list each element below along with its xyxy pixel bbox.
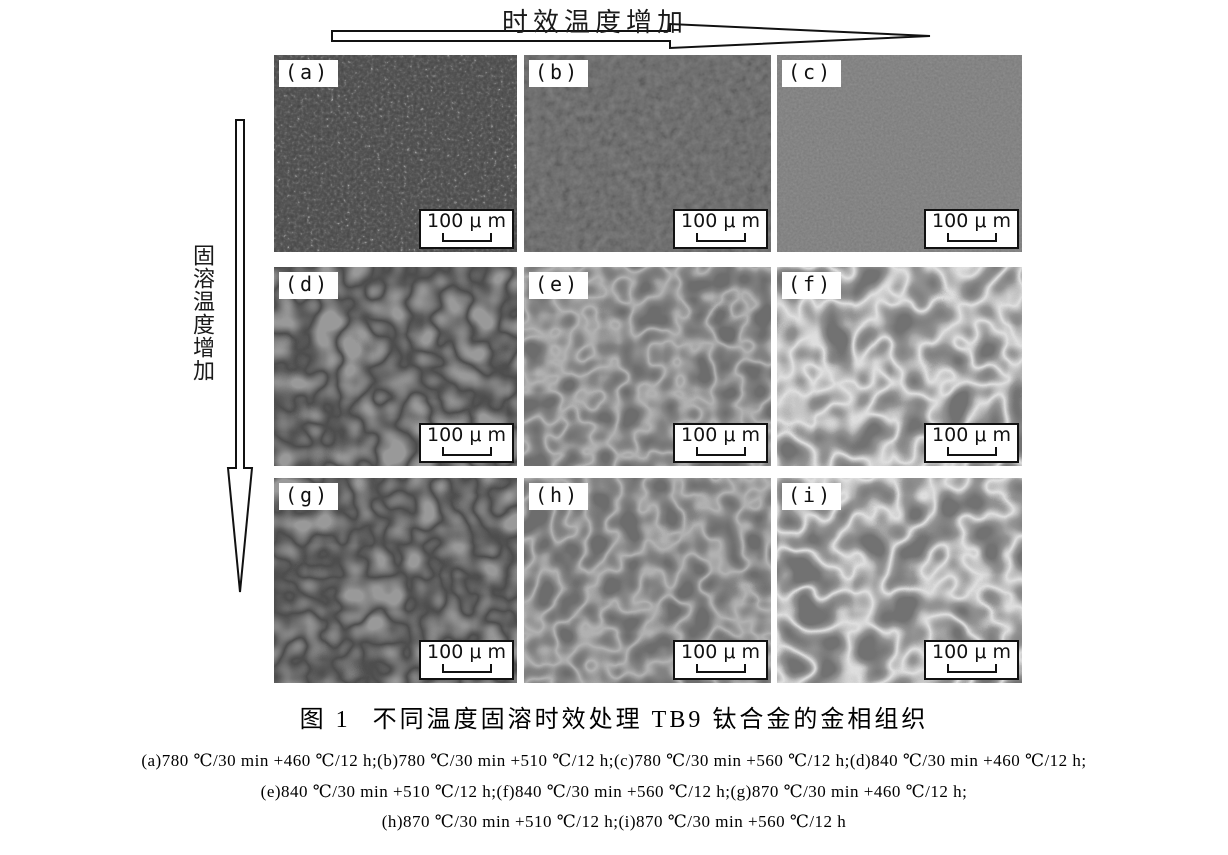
scale-bar-bracket-icon <box>946 447 997 456</box>
scale-bar-label: 100 μ m <box>427 424 506 447</box>
scale-bar: 100 μ m <box>419 209 514 249</box>
scale-bar: 100 μ m <box>673 640 768 680</box>
panel-label: (c) <box>782 60 842 87</box>
scale-bar-bracket-icon <box>441 233 492 242</box>
micrograph-panel-c: (c) 100 μ m <box>777 55 1022 252</box>
condition-line-3: (h)870 ℃/30 min +510 ℃/12 h;(i)870 ℃/30 … <box>381 812 847 831</box>
scale-bar-bracket-icon <box>695 447 746 456</box>
scale-bar-label: 100 μ m <box>427 641 506 664</box>
scale-bar-bracket-icon <box>441 447 492 456</box>
micrograph-panel-g: (g) 100 μ m <box>274 478 517 683</box>
scale-bar-label: 100 μ m <box>932 424 1011 447</box>
figure-number: 图 1 <box>299 707 351 733</box>
condition-line-1: (a)780 ℃/30 min +460 ℃/12 h;(b)780 ℃/30 … <box>141 751 1087 770</box>
panel-label: (e) <box>529 272 589 299</box>
panel-label: (i) <box>782 483 842 510</box>
figure-caption: 图 1 不同温度固溶时效处理 TB9 钛合金的金相组织 <box>0 699 1228 734</box>
micrograph-panel-d: (d) 100 μ m <box>274 267 517 466</box>
micrograph-panel-f: (f) 100 μ m <box>777 267 1022 466</box>
scale-bar-label: 100 μ m <box>932 641 1011 664</box>
scale-bar-bracket-icon <box>946 233 997 242</box>
scale-bar: 100 μ m <box>419 423 514 463</box>
scale-bar-label: 100 μ m <box>932 210 1011 233</box>
scale-bar-bracket-icon <box>695 233 746 242</box>
micrograph-panel-a: (a) 100 μ m <box>274 55 517 252</box>
panel-label: (d) <box>279 272 339 299</box>
scale-bar-label: 100 μ m <box>681 641 760 664</box>
solution-temperature-axis-label: 固溶温度增加 <box>190 244 215 382</box>
micrograph-panel-h: (h) 100 μ m <box>524 478 771 683</box>
scale-bar-bracket-icon <box>441 664 492 673</box>
scale-bar-label: 100 μ m <box>427 210 506 233</box>
panel-label: (a) <box>279 60 339 87</box>
scale-bar-label: 100 μ m <box>681 210 760 233</box>
micrograph-panel-e: (e) 100 μ m <box>524 267 771 466</box>
scale-bar-label: 100 μ m <box>681 424 760 447</box>
scale-bar: 100 μ m <box>419 640 514 680</box>
panel-label: (f) <box>782 272 842 299</box>
scale-bar: 100 μ m <box>673 423 768 463</box>
panel-label: (b) <box>529 60 589 87</box>
aging-temperature-axis-label: 时效温度增加 <box>501 7 688 37</box>
condition-line-2: (e)840 ℃/30 min +510 ℃/12 h;(f)840 ℃/30 … <box>260 782 968 801</box>
panel-label: (h) <box>529 483 589 510</box>
solution-temperature-arrow-icon <box>226 119 254 593</box>
scale-bar: 100 μ m <box>924 640 1019 680</box>
figure-title: 不同温度固溶时效处理 TB9 钛合金的金相组织 <box>372 707 929 733</box>
panel-label: (g) <box>279 483 339 510</box>
micrograph-panel-i: (i) 100 μ m <box>777 478 1022 683</box>
scale-bar-bracket-icon <box>946 664 997 673</box>
scale-bar: 100 μ m <box>924 423 1019 463</box>
micrograph-panel-b: (b) 100 μ m <box>524 55 771 252</box>
scale-bar: 100 μ m <box>924 209 1019 249</box>
scale-bar: 100 μ m <box>673 209 768 249</box>
scale-bar-bracket-icon <box>695 664 746 673</box>
